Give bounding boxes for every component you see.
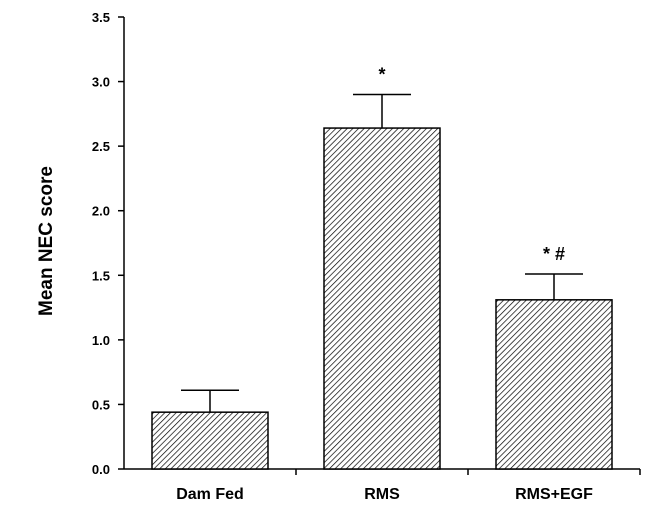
y-tick-label: 0.5	[92, 397, 110, 412]
significance-marker: *	[378, 64, 385, 84]
bar	[495, 299, 613, 470]
x-tick-label: RMS	[364, 486, 400, 503]
bar	[151, 411, 269, 470]
y-tick-label: 3.5	[92, 10, 110, 25]
y-tick-label: 2.0	[92, 204, 110, 219]
x-tick-label: Dam Fed	[176, 486, 244, 503]
significance-marker: * #	[543, 244, 565, 264]
y-tick-label: 3.0	[92, 75, 110, 90]
y-tick-label: 1.0	[92, 333, 110, 348]
plot-area: 0.0 0.5 1.0 1.5 2.0 2.5 3.0 3.5 Dam Fed * RMS * # RM…	[92, 10, 641, 503]
y-tick-label: 0.0	[92, 462, 110, 477]
y-tick-label: 1.5	[92, 268, 110, 283]
bar	[323, 127, 441, 470]
y-axis-title: Mean NEC score	[36, 166, 57, 316]
y-tick-label: 2.5	[92, 139, 110, 154]
x-tick-label: RMS+EGF	[515, 486, 593, 503]
